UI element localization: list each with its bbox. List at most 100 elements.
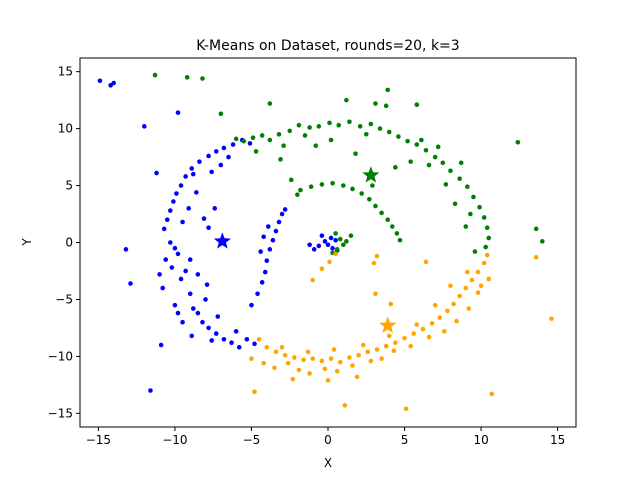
cluster-3-point-52 (334, 368, 340, 374)
cluster-2-point-79 (370, 183, 375, 188)
cluster-2-point-87 (458, 160, 464, 166)
cluster-1-point-20 (195, 310, 201, 316)
cluster-1-point-25 (229, 340, 234, 346)
cluster-1-point-72 (279, 211, 285, 217)
cluster-3-point-30 (383, 343, 389, 349)
cluster-1-point-55 (172, 302, 178, 308)
cluster-2-point-35 (457, 176, 462, 182)
cluster-3-point-25 (337, 359, 343, 365)
y-tick-label: 5 (65, 179, 73, 193)
cluster-3-point-15 (310, 277, 315, 283)
cluster-3-point-53 (350, 363, 355, 368)
cluster-1-point-61 (195, 272, 201, 277)
cluster-3-point-39 (457, 293, 462, 299)
cluster-1-point-6 (154, 170, 159, 176)
cluster-3-point-56 (408, 343, 413, 349)
cluster-1-point-59 (233, 329, 239, 334)
x-tick-label: −15 (86, 433, 111, 447)
cluster-2-point-72 (443, 182, 449, 187)
cluster-1-point-64 (255, 291, 260, 297)
cluster-1-centroid-star (213, 232, 231, 249)
cluster-2-point-33 (440, 160, 446, 166)
cluster-1-point-90 (157, 272, 162, 277)
cluster-2-point-23 (347, 119, 352, 125)
cluster-3-point-4 (489, 391, 495, 397)
cluster-2-point-82 (302, 133, 308, 138)
cluster-2-point-27 (386, 129, 392, 135)
cluster-2-point-48 (319, 182, 325, 187)
cluster-3-point-1 (252, 389, 257, 394)
cluster-2-point-61 (333, 231, 338, 236)
cluster-3-point-54 (368, 358, 374, 364)
cluster-1-point-78 (322, 239, 328, 244)
cluster-1-point-22 (206, 325, 211, 331)
cluster-1-point-84 (328, 235, 334, 241)
cluster-2-point-32 (432, 154, 438, 160)
cluster-2-point-15 (267, 137, 273, 143)
cluster-2-point-68 (313, 143, 319, 148)
cluster-3-centroid-star (379, 316, 397, 333)
cluster-1-point-24 (221, 337, 227, 342)
cluster-1-point-5 (175, 110, 181, 115)
cluster-1-point-13 (169, 265, 175, 270)
cluster-2-point-44 (278, 157, 283, 162)
cluster-3-point-67 (386, 333, 392, 339)
cluster-1-point-87 (175, 310, 181, 316)
cluster-1-point-73 (258, 249, 263, 254)
cluster-2-point-51 (350, 186, 355, 192)
cluster-3-point-65 (331, 347, 337, 352)
cluster-3-point-9 (371, 260, 377, 266)
cluster-3-point-45 (249, 356, 254, 361)
cluster-2-point-37 (471, 194, 476, 200)
cluster-2-centroid-star (362, 166, 380, 183)
cluster-2-point-64 (334, 247, 340, 252)
cluster-3-point-11 (373, 291, 378, 297)
cluster-2-point-52 (359, 191, 364, 196)
cluster-3-point-68 (414, 322, 420, 327)
cluster-1-point-39 (213, 149, 219, 154)
cluster-2-point-3 (200, 76, 205, 81)
chart-title: K-Means on Dataset, rounds=20, k=3 (196, 38, 459, 54)
x-tick-label: 5 (401, 433, 409, 447)
cluster-2-point-78 (540, 239, 545, 244)
cluster-2-point-71 (426, 162, 432, 168)
cluster-2-point-75 (472, 249, 478, 254)
cluster-1-point-40 (221, 145, 227, 151)
cluster-1-point-27 (244, 337, 250, 342)
cluster-3-point-7 (423, 259, 429, 265)
y-tick-label: −5 (55, 292, 73, 306)
points-layer (97, 72, 554, 412)
cluster-3-point-71 (465, 269, 470, 275)
cluster-3-point-23 (319, 358, 325, 364)
cluster-3-point-72 (478, 283, 484, 289)
cluster-1-point-43 (247, 141, 253, 146)
cluster-1-point-29 (161, 226, 167, 232)
cluster-3-point-18 (273, 349, 279, 355)
cluster-2-point-63 (341, 242, 346, 248)
cluster-2-point-28 (396, 134, 401, 139)
cluster-1-point-80 (330, 245, 335, 251)
cluster-1-point-26 (236, 344, 242, 350)
cluster-3-point-10 (388, 301, 394, 307)
cluster-3-point-51 (322, 366, 328, 372)
cluster-1-point-68 (267, 247, 273, 252)
cluster-1-point-56 (180, 319, 185, 325)
cluster-1-point-66 (262, 269, 268, 275)
x-tick-label: −5 (243, 433, 261, 447)
cluster-1-point-41 (230, 142, 236, 147)
cluster-1-point-44 (201, 216, 207, 221)
cluster-2-point-60 (295, 192, 300, 197)
cluster-3-point-36 (437, 315, 443, 320)
cluster-3-point-26 (347, 355, 352, 360)
cluster-1-point-53 (226, 154, 231, 160)
cluster-3-point-13 (327, 259, 332, 265)
cluster-1-point-60 (187, 257, 193, 262)
cluster-1-point-33 (174, 191, 179, 196)
cluster-3-point-3 (403, 406, 409, 412)
cluster-1-point-4 (142, 124, 147, 129)
cluster-3-point-57 (426, 334, 432, 340)
cluster-1-point-49 (194, 190, 199, 195)
y-tick-label: −10 (48, 349, 73, 363)
cluster-1-point-82 (316, 243, 322, 249)
cluster-1-point-32 (171, 199, 176, 204)
